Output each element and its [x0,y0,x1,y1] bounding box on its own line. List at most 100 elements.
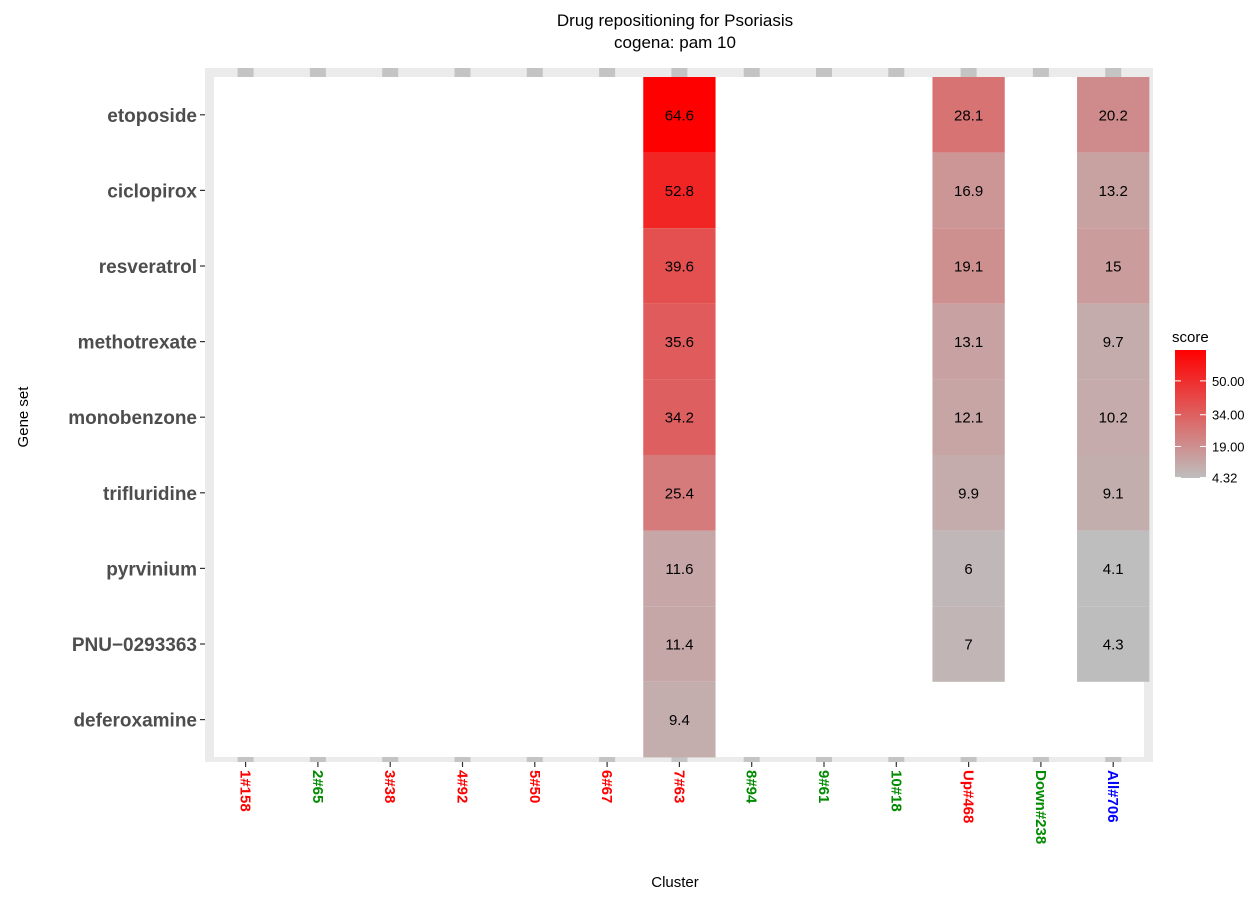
heatmap-cell [643,303,716,380]
grid-mark-top [454,68,471,77]
grid-mark-top [526,68,543,77]
grid-mark-bottom [1032,757,1049,762]
chart-subtitle: cogena: pam 10 [614,33,736,52]
heatmap-cell [643,681,716,758]
grid-mark-bottom [526,757,543,762]
cell-label: 9.7 [1103,334,1124,351]
grid-mark-bottom [816,757,832,762]
x-tick-label: 1#158 [237,770,254,812]
cell-label: 4.1 [1103,561,1124,578]
x-tick-label: 7#63 [670,770,687,803]
heatmap-cell [932,455,1005,531]
heatmap-cell [932,606,1005,682]
grid-mark-top [309,68,326,77]
cell-labels: 64.6 52.8 39.6 35.6 34.2 25.4 11.6 11.4 9.4 28.1 1… [665,107,1128,729]
cell-label: 11.4 [665,637,693,654]
x-axis: 1#158 2#65 3#38 4#92 5#50 6#67 7#63 8#94 9#61 10#… [237,762,1121,844]
legend-break-label: 50.00 [1212,374,1245,389]
grid-mark-top [671,68,688,77]
heatmap-cell [643,379,716,455]
heatmap-cell [1077,455,1150,531]
heatmap-cell [1077,530,1150,607]
cell-label: 19.1 [954,259,983,276]
cell-label: 15 [1105,259,1122,276]
grid-mark-bottom [382,757,399,762]
cell-label: 64.6 [665,107,694,124]
cell-label: 52.8 [665,183,694,200]
cell-label: 6 [964,561,972,578]
heatmap-cell [1077,379,1150,455]
x-tick-label: 8#94 [743,770,760,804]
cell-label: 7 [964,637,972,654]
grid-mark-top [237,68,254,77]
grid-mark-bottom [454,757,471,762]
heatmap-cell [643,530,716,607]
y-tick-label: monobenzone [68,408,197,429]
legend-break-label: 4.32 [1212,471,1237,486]
y-tick-label: PNU−0293363 [72,635,197,656]
grid-mark-top [599,68,616,77]
grid-mark-bottom [671,757,688,762]
heatmap-cell [643,606,716,682]
cell-label: 16.9 [954,183,983,200]
heatmap-cell [932,228,1005,304]
heatmap-cell [1077,606,1150,682]
y-tick-label: trifluridine [103,484,197,505]
x-tick-label: 2#65 [309,770,326,803]
cell-label: 9.1 [1103,485,1124,502]
heatmap-cell [1077,77,1150,153]
heatmap-cell [932,152,1005,229]
cell-label: 20.2 [1099,107,1128,124]
heatmap-cells [643,77,1150,758]
cell-label: 13.2 [1099,183,1128,200]
grid-mark-top [382,68,399,77]
x-tick-label: 5#50 [526,770,543,803]
grid-mark-top [1032,68,1049,77]
legend: score 4.32 19.00 34.00 50.00 [1172,329,1245,486]
y-axis-title: Gene set [15,386,32,448]
chart-title: Drug repositioning for Psoriasis [557,11,793,30]
x-tick-label: Down#238 [1032,770,1049,844]
y-tick-label: methotrexate [78,333,197,354]
x-tick-label: 9#61 [815,770,832,803]
grid-mark-bottom [237,757,254,762]
heatmap-cell [932,530,1005,607]
heatmap-cell [1077,228,1150,304]
grid-mark-bottom [309,757,326,762]
heatmap-cell [1077,303,1150,380]
cell-label: 28.1 [954,107,983,124]
cell-label: 4.3 [1103,637,1124,654]
cell-label: 12.1 [954,410,983,427]
cell-label: 35.6 [665,334,694,351]
cell-label: 13.1 [954,334,983,351]
y-axis: etoposide ciclopirox resveratrol methotrexa… [68,106,205,732]
y-tick-label: resveratrol [99,257,197,278]
grid-mark-bottom [960,757,977,762]
cell-label: 34.2 [665,410,694,427]
cell-label: 39.6 [665,259,694,276]
grid-mark-top [816,68,832,77]
grid-mark-top [743,68,760,77]
grid-mark-bottom [888,757,905,762]
grid-mark-bottom [1105,757,1122,762]
legend-colorbar [1175,350,1206,478]
heatmap-cell [643,455,716,531]
y-tick-label: etoposide [107,106,197,127]
cell-label: 10.2 [1099,410,1128,427]
x-tick-label: 10#18 [887,770,904,812]
legend-break-label: 34.00 [1212,408,1245,423]
grid-mark-top [960,68,977,77]
heatmap-cell [932,379,1005,455]
heatmap-cell [1077,152,1150,229]
cell-label: 25.4 [665,485,694,502]
y-tick-label: deferoxamine [73,711,197,732]
grid-mark-bottom [599,757,616,762]
cell-label: 9.9 [958,485,979,502]
cell-label: 11.6 [665,561,693,578]
grid-mark-bottom [743,757,760,762]
x-tick-label: All#706 [1104,770,1121,823]
heatmap-cell [643,152,716,229]
heatmap-cell [643,77,716,153]
x-tick-label: 3#38 [381,770,398,803]
